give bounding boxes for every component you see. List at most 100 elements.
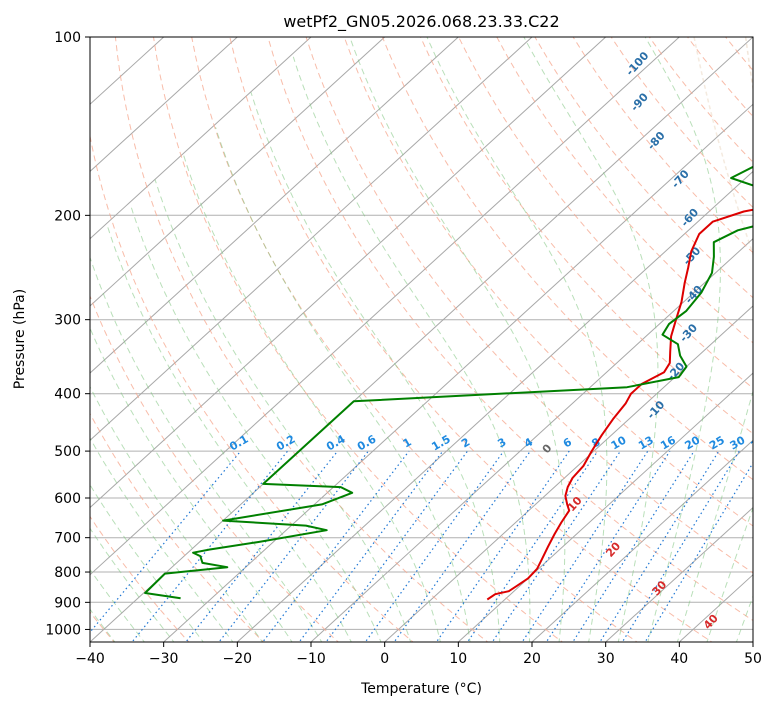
dry-adiabat xyxy=(458,37,753,389)
mixing-ratio-line xyxy=(572,450,695,642)
x-tick-label: −30 xyxy=(149,651,179,667)
dry-adiabat xyxy=(725,37,753,72)
mixing-ratio-label: 13 xyxy=(636,434,656,453)
x-axis-title: Temperature (°C) xyxy=(360,681,482,697)
x-tick-label: 20 xyxy=(523,651,541,667)
dry-adiabat xyxy=(343,37,753,527)
moist-adiabat xyxy=(426,37,608,642)
mixing-ratio-label: 0.6 xyxy=(355,432,379,453)
mixing-ratio-line xyxy=(90,450,242,634)
mixing-ratio-line xyxy=(521,450,649,642)
dry-adiabat xyxy=(90,133,414,642)
x-tick-label: 40 xyxy=(670,651,688,667)
moist-adiabat-label: 20 xyxy=(603,539,623,559)
y-tick-label: 100 xyxy=(54,30,81,46)
dewpoint-profile-line xyxy=(144,165,753,600)
mixing-ratio-label: 0.1 xyxy=(227,432,250,453)
isotherm-line xyxy=(90,37,238,173)
isotherm-line xyxy=(90,37,533,442)
y-tick-label: 300 xyxy=(54,313,81,329)
y-tick-label: 1000 xyxy=(45,622,81,638)
dry-adiabat-label: -60 xyxy=(678,206,701,230)
plot-frame xyxy=(89,36,754,643)
mixing-ratio-line xyxy=(325,450,468,642)
moist-adiabat xyxy=(182,154,441,642)
dry-adiabat xyxy=(764,37,775,644)
mixing-ratio-label: 1 xyxy=(401,435,414,450)
x-tick-label: −20 xyxy=(223,651,253,667)
reference-curve xyxy=(744,37,753,93)
moist-adiabat xyxy=(154,179,412,642)
mixing-ratio-line xyxy=(261,450,410,642)
mixing-ratio-label: 0.2 xyxy=(274,432,297,453)
y-axis-title: Pressure (hPa) xyxy=(12,289,28,389)
mixing-ratio-label: 25 xyxy=(707,434,727,453)
mixing-ratio-line xyxy=(599,450,720,642)
moist-adiabat xyxy=(106,225,352,642)
x-tick-label: 30 xyxy=(597,651,615,667)
moist-adiabat xyxy=(250,92,501,642)
background-grid xyxy=(90,37,775,644)
chart-title: wetPf2_GN05.2026.068.23.33.C22 xyxy=(283,12,559,32)
isotherm-line xyxy=(90,37,459,374)
moist-adiabat-label: 30 xyxy=(649,578,669,598)
isotherm-line xyxy=(752,641,753,642)
dry-adiabat xyxy=(153,37,564,642)
isotherm-line xyxy=(90,37,753,642)
dry-adiabat xyxy=(90,294,339,642)
dry-adiabat xyxy=(687,37,753,118)
x-tick-label: 10 xyxy=(449,651,467,667)
isotherm-line xyxy=(90,37,680,576)
isotherm-line xyxy=(90,37,607,509)
dry-adiabat xyxy=(648,37,753,163)
mixing-ratio-label: 10 xyxy=(609,433,629,452)
dry-adiabat xyxy=(191,37,638,642)
mixing-ratio-label: 16 xyxy=(658,433,678,452)
moist-adiabat xyxy=(90,483,204,642)
moist-adiabat xyxy=(735,594,753,642)
moist-adiabat-label: 0 xyxy=(540,441,555,456)
mixing-ratio-line xyxy=(491,450,621,642)
moist-adiabat xyxy=(90,385,264,642)
dry-adiabat xyxy=(610,37,753,209)
dry-adiabat xyxy=(90,412,265,642)
mixing-ratio-line xyxy=(466,450,599,642)
mixing-ratio-line xyxy=(435,450,570,642)
isotherm-line xyxy=(531,439,753,642)
dry-adiabat xyxy=(496,37,753,344)
isotherm-line xyxy=(236,170,753,642)
moist-adiabat xyxy=(90,326,293,642)
y-tick-label: 200 xyxy=(54,208,81,224)
mixing-ratio-line xyxy=(185,450,339,642)
mixing-ratio-line xyxy=(131,450,289,642)
moist-adiabat-label: 40 xyxy=(701,612,721,632)
isotherm-line xyxy=(457,372,753,642)
y-tick-label: 800 xyxy=(54,565,81,581)
dry-adiabat-label: -30 xyxy=(677,321,700,345)
mixing-ratio-label: 36 xyxy=(748,433,768,452)
dry-adiabat xyxy=(420,37,753,435)
dry-adiabat-label: -100 xyxy=(623,49,651,78)
dry-adiabat-label: -90 xyxy=(628,90,651,114)
moist-adiabat xyxy=(523,37,659,642)
x-tick-label: −10 xyxy=(296,651,326,667)
mixing-ratio-label: 3 xyxy=(495,435,508,450)
x-tick-label: −40 xyxy=(75,651,105,667)
moist-adiabat xyxy=(292,56,531,642)
isotherm-line xyxy=(163,103,753,642)
dry-adiabat xyxy=(229,37,713,642)
mixing-ratio-line xyxy=(218,450,369,642)
data-series xyxy=(144,165,753,601)
moist-adiabat xyxy=(349,37,566,642)
x-tick-label: 50 xyxy=(744,651,762,667)
reference-curve xyxy=(693,37,753,257)
isotherm-line xyxy=(90,37,312,240)
mixing-ratio-label: 30 xyxy=(728,433,748,452)
auxiliary-line-labels: -100-90-80-70-60-50-40-30-20-100.1 0.2 0.4… xyxy=(227,49,768,632)
dry-adiabat xyxy=(267,37,753,622)
isotherm-line xyxy=(605,506,753,642)
y-tick-label: 700 xyxy=(54,531,81,547)
moist-adiabat xyxy=(215,127,471,642)
mixing-ratio-label: 6 xyxy=(561,435,574,450)
